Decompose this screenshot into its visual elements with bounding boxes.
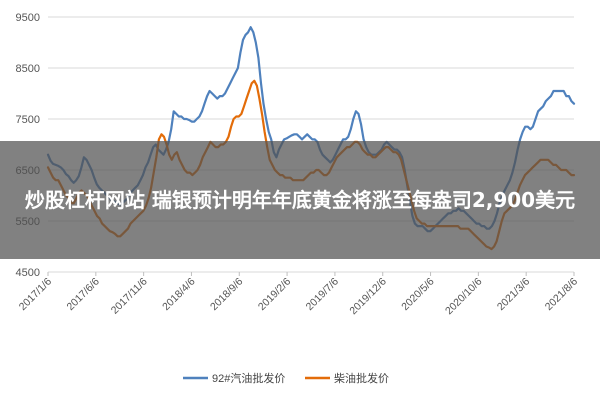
x-tick-label: 2018/9/6 xyxy=(208,276,245,313)
x-tick-label: 2021/8/6 xyxy=(543,276,580,313)
legend-label: 92#汽油批发价 xyxy=(212,371,285,385)
x-tick-label: 2021/3/6 xyxy=(495,276,532,313)
x-tick-label: 2019/2/6 xyxy=(256,276,293,313)
headline-text: 炒股杠杆网站 瑞银预计明年年底黄金将涨至每盎司2,900美元 xyxy=(24,188,576,212)
y-tick-label: 7500 xyxy=(16,114,40,126)
x-axis: 2017/1/6 2017/6/6 2017/11/6 2018/4/6 2018/9/… xyxy=(17,272,580,317)
x-tick-label: 2019/7/6 xyxy=(304,276,341,313)
y-tick-label: 8500 xyxy=(16,63,40,75)
x-tick-label: 2020/5/6 xyxy=(399,276,436,313)
y-tick-label: 9500 xyxy=(16,12,40,24)
x-tick-label: 2020/10/6 xyxy=(443,276,485,318)
legend: 92#汽油批发价 柴油批发价 xyxy=(183,371,389,385)
x-tick-label: 2019/12/6 xyxy=(347,276,389,318)
x-tick-label: 2018/4/6 xyxy=(160,276,197,313)
x-tick-label: 2017/11/6 xyxy=(109,276,150,317)
y-tick-label: 4500 xyxy=(16,267,40,279)
x-tick-label: 2017/1/6 xyxy=(17,276,54,313)
headline-banner: 炒股杠杆网站 瑞银预计明年年底黄金将涨至每盎司2,900美元 xyxy=(0,141,600,259)
x-tick-label: 2017/6/6 xyxy=(65,276,102,313)
legend-label: 柴油批发价 xyxy=(334,371,389,385)
